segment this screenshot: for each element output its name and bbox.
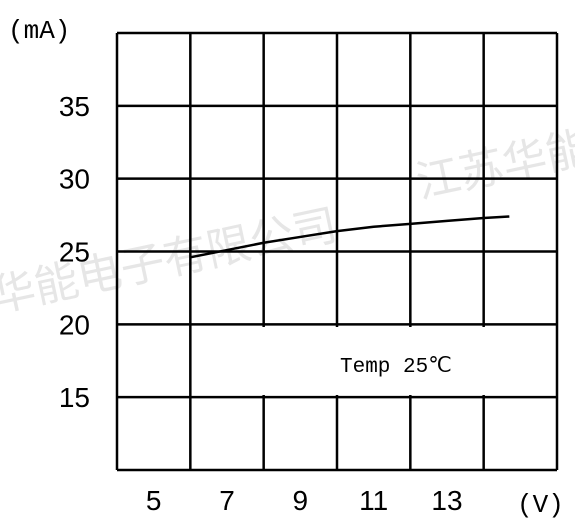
annotation-box bbox=[262, 327, 554, 395]
y-tick-label: 20 bbox=[59, 309, 90, 340]
watermark-text: 江苏华能 bbox=[412, 122, 575, 208]
y-tick-label: 25 bbox=[59, 237, 90, 268]
series-layer bbox=[190, 215, 510, 259]
y-tick-label: 15 bbox=[59, 382, 90, 413]
x-unit-label: (V) bbox=[517, 490, 564, 520]
x-tick-label: 9 bbox=[293, 485, 309, 516]
y-unit-label: (mA) bbox=[8, 16, 70, 46]
watermark-text: 华能电子有限公司 bbox=[0, 200, 342, 323]
grid bbox=[115, 31, 559, 472]
y-tick-label: 35 bbox=[59, 91, 90, 122]
x-tick-label: 7 bbox=[219, 485, 235, 516]
annotation-temp: Temp 25℃ bbox=[340, 356, 452, 379]
x-tick-label: 11 bbox=[359, 485, 388, 516]
tick-labels: 5 7 9 11 13 15 20 25 30 35 bbox=[59, 91, 463, 516]
x-tick-label: 13 bbox=[431, 485, 462, 516]
series-line bbox=[190, 215, 510, 259]
x-tick-label: 5 bbox=[146, 485, 162, 516]
y-tick-label: 30 bbox=[59, 164, 90, 195]
